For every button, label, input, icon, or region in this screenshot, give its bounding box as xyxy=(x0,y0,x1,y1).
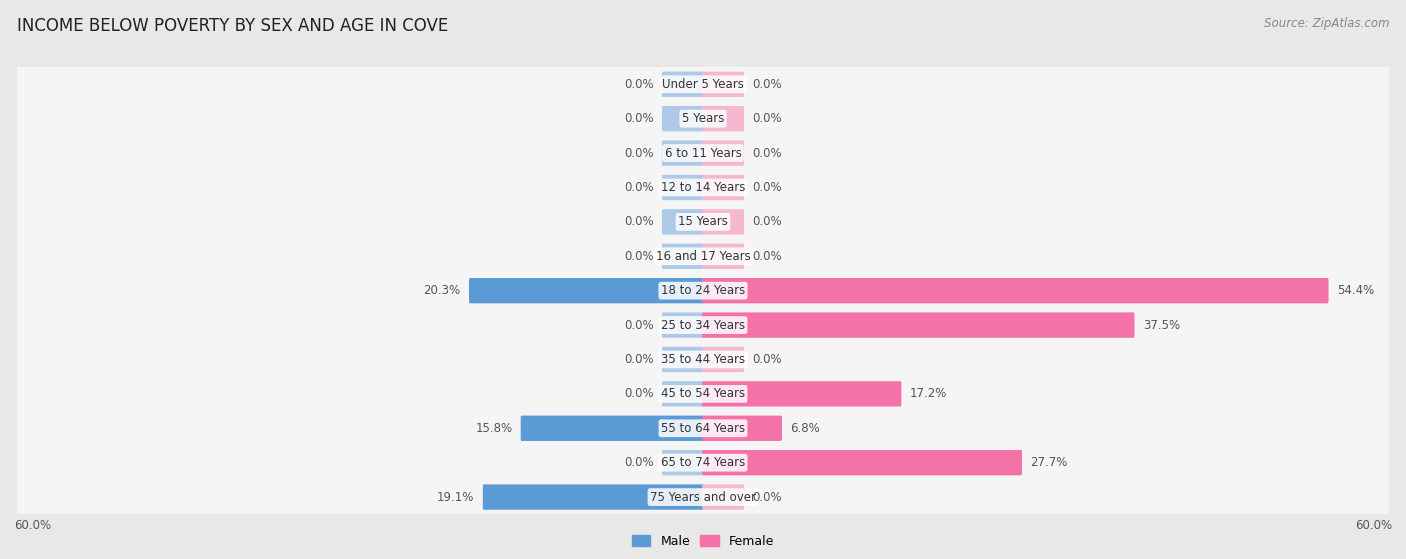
Text: 25 to 34 Years: 25 to 34 Years xyxy=(661,319,745,331)
Text: 0.0%: 0.0% xyxy=(752,353,782,366)
FancyBboxPatch shape xyxy=(702,415,782,441)
Text: 45 to 54 Years: 45 to 54 Years xyxy=(661,387,745,400)
Text: 0.0%: 0.0% xyxy=(624,319,654,331)
Text: 0.0%: 0.0% xyxy=(752,181,782,194)
Text: 0.0%: 0.0% xyxy=(752,491,782,504)
Text: 15.8%: 15.8% xyxy=(475,422,512,435)
Text: 12 to 14 Years: 12 to 14 Years xyxy=(661,181,745,194)
Text: 0.0%: 0.0% xyxy=(624,146,654,159)
FancyBboxPatch shape xyxy=(702,312,1135,338)
FancyBboxPatch shape xyxy=(702,244,744,269)
Text: 54.4%: 54.4% xyxy=(1337,284,1374,297)
Text: 16 and 17 Years: 16 and 17 Years xyxy=(655,250,751,263)
FancyBboxPatch shape xyxy=(17,406,1389,451)
FancyBboxPatch shape xyxy=(17,61,1389,107)
FancyBboxPatch shape xyxy=(17,199,1389,245)
FancyBboxPatch shape xyxy=(17,440,1389,485)
Text: 75 Years and over: 75 Years and over xyxy=(650,491,756,504)
FancyBboxPatch shape xyxy=(702,278,1329,304)
Text: 27.7%: 27.7% xyxy=(1031,456,1067,469)
FancyBboxPatch shape xyxy=(17,302,1389,348)
FancyBboxPatch shape xyxy=(17,475,1389,520)
Text: 0.0%: 0.0% xyxy=(752,112,782,125)
Text: 65 to 74 Years: 65 to 74 Years xyxy=(661,456,745,469)
Text: 0.0%: 0.0% xyxy=(752,215,782,229)
FancyBboxPatch shape xyxy=(482,485,704,510)
FancyBboxPatch shape xyxy=(702,106,744,131)
FancyBboxPatch shape xyxy=(520,415,704,441)
FancyBboxPatch shape xyxy=(702,450,1022,475)
Text: 0.0%: 0.0% xyxy=(624,78,654,91)
Text: 5 Years: 5 Years xyxy=(682,112,724,125)
Text: 18 to 24 Years: 18 to 24 Years xyxy=(661,284,745,297)
Text: 0.0%: 0.0% xyxy=(624,215,654,229)
Text: 0.0%: 0.0% xyxy=(624,456,654,469)
FancyBboxPatch shape xyxy=(702,140,744,166)
Text: 6.8%: 6.8% xyxy=(790,422,820,435)
Text: INCOME BELOW POVERTY BY SEX AND AGE IN COVE: INCOME BELOW POVERTY BY SEX AND AGE IN C… xyxy=(17,17,449,35)
Text: 0.0%: 0.0% xyxy=(624,353,654,366)
Text: 55 to 64 Years: 55 to 64 Years xyxy=(661,422,745,435)
FancyBboxPatch shape xyxy=(702,347,744,372)
FancyBboxPatch shape xyxy=(702,381,901,406)
Legend: Male, Female: Male, Female xyxy=(627,530,779,553)
FancyBboxPatch shape xyxy=(702,485,744,510)
FancyBboxPatch shape xyxy=(662,450,704,475)
FancyBboxPatch shape xyxy=(662,244,704,269)
Text: 0.0%: 0.0% xyxy=(624,387,654,400)
Text: 19.1%: 19.1% xyxy=(437,491,474,504)
FancyBboxPatch shape xyxy=(662,209,704,235)
Text: 17.2%: 17.2% xyxy=(910,387,948,400)
FancyBboxPatch shape xyxy=(662,140,704,166)
FancyBboxPatch shape xyxy=(662,106,704,131)
Text: 15 Years: 15 Years xyxy=(678,215,728,229)
FancyBboxPatch shape xyxy=(17,371,1389,416)
FancyBboxPatch shape xyxy=(17,130,1389,176)
FancyBboxPatch shape xyxy=(702,209,744,235)
FancyBboxPatch shape xyxy=(702,175,744,200)
FancyBboxPatch shape xyxy=(662,381,704,406)
Text: Under 5 Years: Under 5 Years xyxy=(662,78,744,91)
Text: 6 to 11 Years: 6 to 11 Years xyxy=(665,146,741,159)
Text: 0.0%: 0.0% xyxy=(752,78,782,91)
FancyBboxPatch shape xyxy=(17,96,1389,141)
Text: 0.0%: 0.0% xyxy=(624,112,654,125)
FancyBboxPatch shape xyxy=(662,72,704,97)
Text: 20.3%: 20.3% xyxy=(423,284,461,297)
FancyBboxPatch shape xyxy=(662,312,704,338)
FancyBboxPatch shape xyxy=(662,175,704,200)
Text: 0.0%: 0.0% xyxy=(752,146,782,159)
FancyBboxPatch shape xyxy=(662,347,704,372)
FancyBboxPatch shape xyxy=(17,165,1389,210)
Text: 60.0%: 60.0% xyxy=(1355,519,1392,532)
Text: 35 to 44 Years: 35 to 44 Years xyxy=(661,353,745,366)
Text: 37.5%: 37.5% xyxy=(1143,319,1180,331)
FancyBboxPatch shape xyxy=(470,278,704,304)
Text: 60.0%: 60.0% xyxy=(14,519,51,532)
Text: Source: ZipAtlas.com: Source: ZipAtlas.com xyxy=(1264,17,1389,30)
FancyBboxPatch shape xyxy=(17,234,1389,279)
Text: 0.0%: 0.0% xyxy=(752,250,782,263)
Text: 0.0%: 0.0% xyxy=(624,181,654,194)
FancyBboxPatch shape xyxy=(702,72,744,97)
Text: 0.0%: 0.0% xyxy=(624,250,654,263)
FancyBboxPatch shape xyxy=(17,337,1389,382)
FancyBboxPatch shape xyxy=(17,268,1389,314)
